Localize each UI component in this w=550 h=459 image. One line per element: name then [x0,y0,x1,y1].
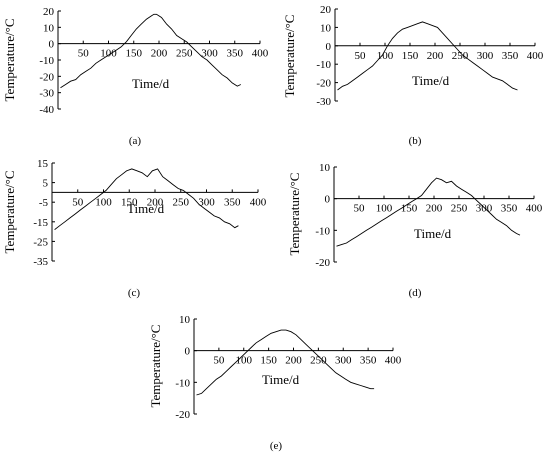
y-axis-label: Temperature/°C [282,15,297,98]
y-tick-label: 0 [325,194,331,206]
x-tick-label: 400 [252,48,269,60]
temperature-series-line [337,21,518,91]
x-tick-label: 100 [377,50,394,62]
x-tick-label: 50 [355,50,367,62]
panel-label: (b) [409,135,422,147]
x-tick-label: 350 [227,48,244,60]
y-axis-label: Temperature/°C [148,325,163,408]
x-tick-label: 200 [427,50,444,62]
x-tick-label: 400 [385,355,402,367]
y-tick-label: -30 [39,88,54,100]
x-tick-label: 100 [236,355,253,367]
y-tick-label: -10 [316,59,331,71]
y-tick-label: 0 [49,39,55,51]
y-tick-label: -35 [33,256,48,268]
y-tick-label: 10 [179,314,191,326]
y-tick-label: -10 [315,225,330,237]
y-tick-label: -10 [39,55,54,67]
y-tick-label: 15 [37,158,49,170]
y-tick-label: -10 [175,377,190,389]
x-tick-label: 50 [78,48,90,60]
x-axis-label: Time/d [412,73,450,88]
x-tick-label: 350 [501,203,518,215]
y-tick-label: 0 [326,41,332,53]
x-tick-label: 50 [354,203,366,215]
y-tick-label: -5 [39,197,49,209]
x-tick-label: 250 [451,203,468,215]
x-tick-label: 350 [502,50,519,62]
x-tick-label: 100 [376,203,393,215]
y-tick-label: -20 [316,78,331,90]
y-tick-label: -20 [39,71,54,83]
temperature-series-line [336,177,521,247]
x-tick-label: 200 [426,203,443,215]
y-tick-label: -20 [175,409,190,421]
x-tick-label: 150 [402,50,419,62]
temperature-series-line [60,13,241,89]
y-tick-label: 0 [185,346,191,358]
x-tick-label: 300 [335,355,352,367]
x-tick-label: 300 [198,196,215,208]
x-tick-label: 150 [121,196,138,208]
x-tick-label: 100 [100,48,117,60]
y-tick-label: -40 [39,104,54,116]
y-tick-label: 20 [43,6,55,18]
x-tick-label: 400 [526,203,543,215]
x-tick-label: 350 [224,196,241,208]
x-tick-label: 250 [452,50,469,62]
x-tick-label: 150 [260,355,277,367]
temperature-series-line [196,329,375,396]
y-tick-label: -25 [33,236,48,248]
panel-label: (d) [409,287,422,299]
x-tick-label: 300 [477,50,494,62]
x-axis-label: Time/d [132,76,170,91]
x-tick-label: 250 [310,355,327,367]
x-axis-label: Time/d [262,372,300,387]
y-tick-label: 10 [319,162,331,174]
x-tick-label: 50 [72,196,84,208]
x-tick-label: 100 [95,196,112,208]
x-tick-label: 250 [173,196,190,208]
y-axis-label: Temperature/°C [2,171,17,254]
x-tick-label: 400 [527,50,544,62]
panel-label: (c) [128,287,141,299]
x-tick-label: 300 [201,48,218,60]
x-tick-label: 350 [360,355,377,367]
temperature-series-line [54,168,239,230]
y-tick-label: -30 [316,96,331,108]
y-tick-label: 10 [43,22,55,34]
y-tick-label: -20 [315,257,330,269]
y-tick-label: 10 [320,22,332,34]
y-tick-label: -15 [33,217,48,229]
x-tick-label: 150 [401,203,418,215]
x-tick-label: 200 [285,355,302,367]
x-tick-label: 50 [213,355,225,367]
y-axis-label: Temperature/°C [2,19,17,102]
x-axis-label: Time/d [414,226,452,241]
y-axis-label: Temperature/°C [287,173,302,256]
x-tick-label: 150 [126,48,143,60]
panel-c: 15 5 -5 -15 -25 -35 50 100 150 200 250 300 350 400 Tim… [2,158,267,299]
y-tick-label: 20 [320,4,332,16]
x-tick-label: 400 [250,196,267,208]
panel-label: (e) [270,440,283,452]
panel-label: (a) [129,135,142,147]
x-tick-label: 200 [151,48,168,60]
x-axis-label: Time/d [127,201,165,216]
x-tick-label: 250 [176,48,193,60]
x-tick-label: 200 [147,196,164,208]
y-tick-label: 5 [43,178,49,190]
